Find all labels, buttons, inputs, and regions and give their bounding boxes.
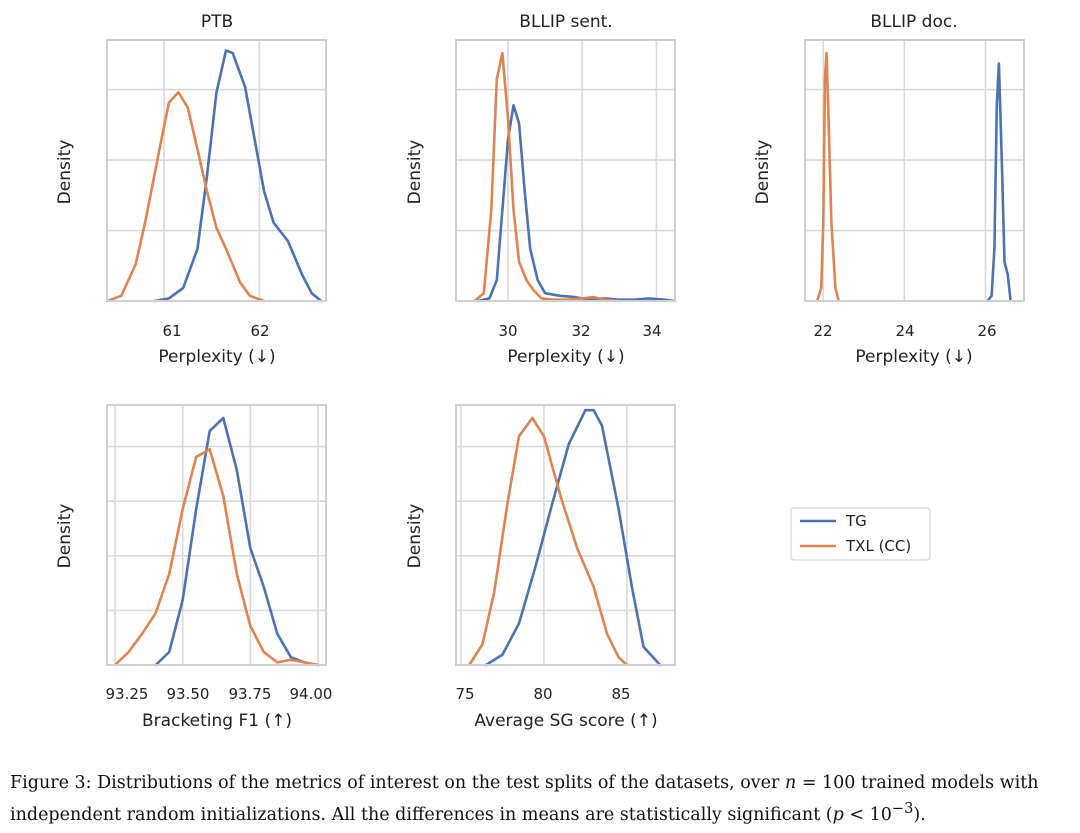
density-line-txl [815, 51, 841, 303]
x-axis-label: Perplexity (↓) [507, 347, 624, 367]
caption-math-n: n [784, 773, 797, 793]
plot-area [106, 404, 327, 667]
x-tick-label: 26 [977, 322, 996, 340]
x-tick-label: 93.25 [106, 685, 149, 703]
x-axis-label: Perplexity (↓) [158, 347, 275, 367]
x-tick-label: 34 [642, 322, 661, 340]
plot-area [105, 39, 327, 303]
panel-bllip-doc: BLLIP doc. Perplexity (↓) Density 22 24 … [753, 12, 1025, 367]
panel-title: PTB [201, 12, 233, 32]
plot-frame [455, 39, 676, 302]
plot-area [455, 404, 676, 667]
y-axis-label: Density [405, 140, 425, 205]
density-line-txl [467, 416, 629, 667]
density-line-txl [473, 51, 621, 303]
y-axis-label: Density [753, 140, 773, 205]
figure-caption: Figure 3: Distributions of the metrics o… [10, 770, 1075, 828]
panel-ptb: PTB Perplexity (↓) Density 61 62 [55, 12, 327, 367]
plot-frame [106, 404, 327, 666]
plot-frame [804, 39, 1025, 302]
x-axis-label: Bracketing F1 (↑) [142, 711, 292, 731]
plot-frame [106, 39, 327, 302]
plot-frame [455, 404, 676, 666]
plot-area [804, 39, 1025, 303]
figure-canvas: PTB Perplexity (↓) Density 61 62 BLLIP s… [55, 12, 1025, 731]
x-tick-label: 93.50 [167, 685, 210, 703]
x-tick-label: 30 [498, 322, 517, 340]
y-axis-label: Density [55, 504, 75, 569]
x-tick-label: 75 [455, 685, 474, 703]
panel-bllip-sent: BLLIP sent. Perplexity (↓) Density 30 32… [405, 12, 677, 367]
plot-background [107, 405, 326, 665]
panel-sg-score: Average SG score (↑) Density 75 80 85 [405, 404, 676, 731]
plot-area [455, 39, 677, 303]
plot-background [456, 40, 675, 301]
density-line-txl [105, 90, 266, 303]
y-axis-label: Density [55, 140, 75, 205]
plot-background [456, 405, 675, 665]
density-line-tg [986, 62, 1012, 303]
caption-text-b: trained models with independent random i… [10, 773, 1039, 825]
panel-bracketing-f1: Bracketing F1 (↑) Density 93.25 93.50 93… [55, 404, 333, 731]
density-line-tg [476, 104, 677, 303]
legend: TG TXL (CC) [790, 507, 931, 561]
x-tick-label: 80 [533, 685, 552, 703]
x-tick-label: 22 [813, 322, 832, 340]
x-tick-label: 24 [895, 322, 914, 340]
x-tick-label: 62 [250, 322, 269, 340]
caption-lt-base: < 10 [843, 804, 892, 825]
x-axis-label: Average SG score (↑) [474, 711, 657, 731]
caption-eq-100: = 100 [796, 773, 856, 793]
caption-text-a: Distributions of the metrics of interest… [91, 773, 785, 793]
caption-exponent: −3 [891, 800, 914, 817]
y-axis-label: Density [405, 504, 425, 569]
x-tick-label: 32 [571, 322, 590, 340]
x-tick-label: 93.75 [229, 685, 272, 703]
panel-title: BLLIP doc. [870, 12, 957, 32]
x-tick-label: 85 [611, 685, 630, 703]
density-line-txl [113, 447, 320, 667]
legend-label-tg: TG [845, 512, 867, 530]
x-tick-label: 94.00 [290, 685, 333, 703]
x-axis-label: Perplexity (↓) [855, 347, 972, 367]
caption-figure-label: Figure 3: [10, 773, 92, 793]
density-line-tg [153, 49, 323, 303]
legend-label-txl: TXL (CC) [845, 537, 911, 555]
x-tick-label: 61 [162, 322, 181, 340]
plot-background [805, 40, 1024, 301]
caption-text-c: ). [913, 804, 926, 825]
density-line-tg [154, 416, 320, 667]
density-line-tg [484, 408, 662, 667]
plot-background [107, 40, 326, 301]
panel-title: BLLIP sent. [519, 12, 612, 32]
caption-math-p: p [832, 804, 844, 825]
